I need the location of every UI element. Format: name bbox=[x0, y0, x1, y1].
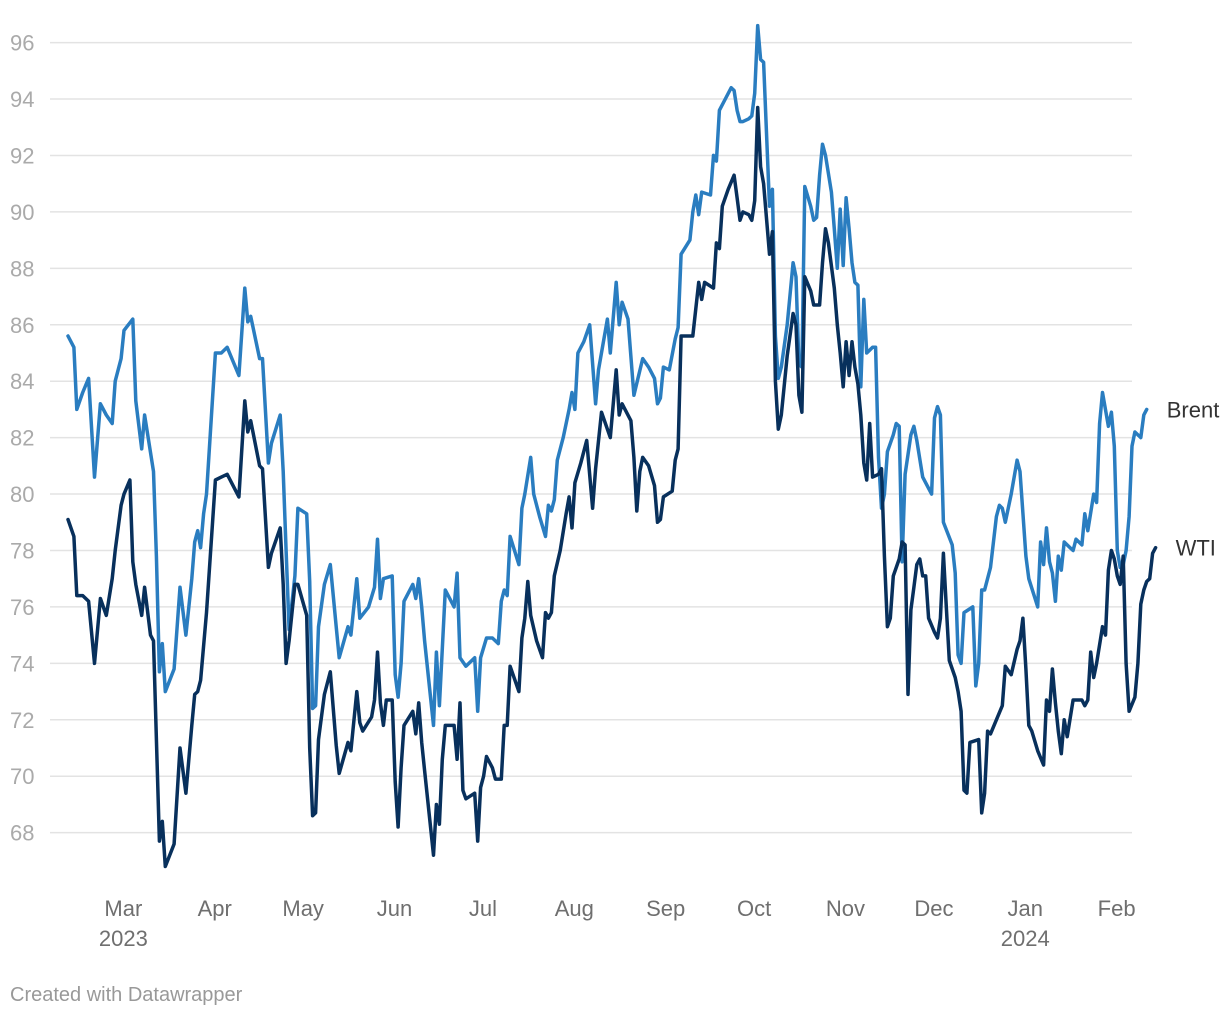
x-axis-ticks: Mar 2023 Apr May Jun Jul Aug Sep Oct Nov Dec Jan 202… bbox=[99, 896, 1136, 951]
series-labels: Brent WTI bbox=[1167, 397, 1220, 560]
x-tick-label: Jul bbox=[469, 896, 497, 921]
y-tick-label: 84 bbox=[10, 369, 34, 394]
y-tick-label: 94 bbox=[10, 87, 34, 112]
x-tick-label: Sep bbox=[646, 896, 685, 921]
y-tick-label: 76 bbox=[10, 595, 34, 620]
x-tick-label: Oct bbox=[737, 896, 771, 921]
y-tick-label: 68 bbox=[10, 821, 34, 846]
y-tick-label: 86 bbox=[10, 313, 34, 338]
y-tick-label: 80 bbox=[10, 482, 34, 507]
series-lines bbox=[66, 23, 1158, 869]
y-tick-label: 96 bbox=[10, 31, 34, 56]
x-tick-year-label: 2024 bbox=[1001, 926, 1050, 951]
x-tick-year-label: 2023 bbox=[99, 926, 148, 951]
y-tick-label: 78 bbox=[10, 538, 34, 563]
x-tick-label: Jan bbox=[1008, 896, 1043, 921]
gridlines bbox=[50, 41, 1132, 834]
y-axis-ticks: 68 70 72 74 76 78 80 82 84 86 88 90 92 94 96 bbox=[10, 31, 34, 846]
x-tick-label: May bbox=[282, 896, 324, 921]
y-tick-label: 92 bbox=[10, 143, 34, 168]
y-tick-label: 70 bbox=[10, 764, 34, 789]
x-tick-label: Jun bbox=[377, 896, 412, 921]
series-label-brent: Brent bbox=[1167, 397, 1220, 422]
x-tick-label: Aug bbox=[555, 896, 594, 921]
y-tick-label: 72 bbox=[10, 708, 34, 733]
x-tick-label: Mar bbox=[104, 896, 142, 921]
series-label-wti: WTI bbox=[1176, 536, 1216, 561]
y-tick-label: 90 bbox=[10, 200, 34, 225]
x-tick-label: Nov bbox=[826, 896, 865, 921]
x-tick-label: Apr bbox=[198, 896, 232, 921]
x-tick-label: Dec bbox=[914, 896, 953, 921]
y-tick-label: 82 bbox=[10, 426, 34, 451]
series-line-brent bbox=[66, 23, 1149, 728]
y-tick-label: 88 bbox=[10, 256, 34, 281]
series-line-wti bbox=[66, 105, 1158, 869]
y-tick-label: 74 bbox=[10, 651, 34, 676]
x-tick-label: Feb bbox=[1098, 896, 1136, 921]
datawrapper-credit: Created with Datawrapper bbox=[10, 984, 243, 1006]
